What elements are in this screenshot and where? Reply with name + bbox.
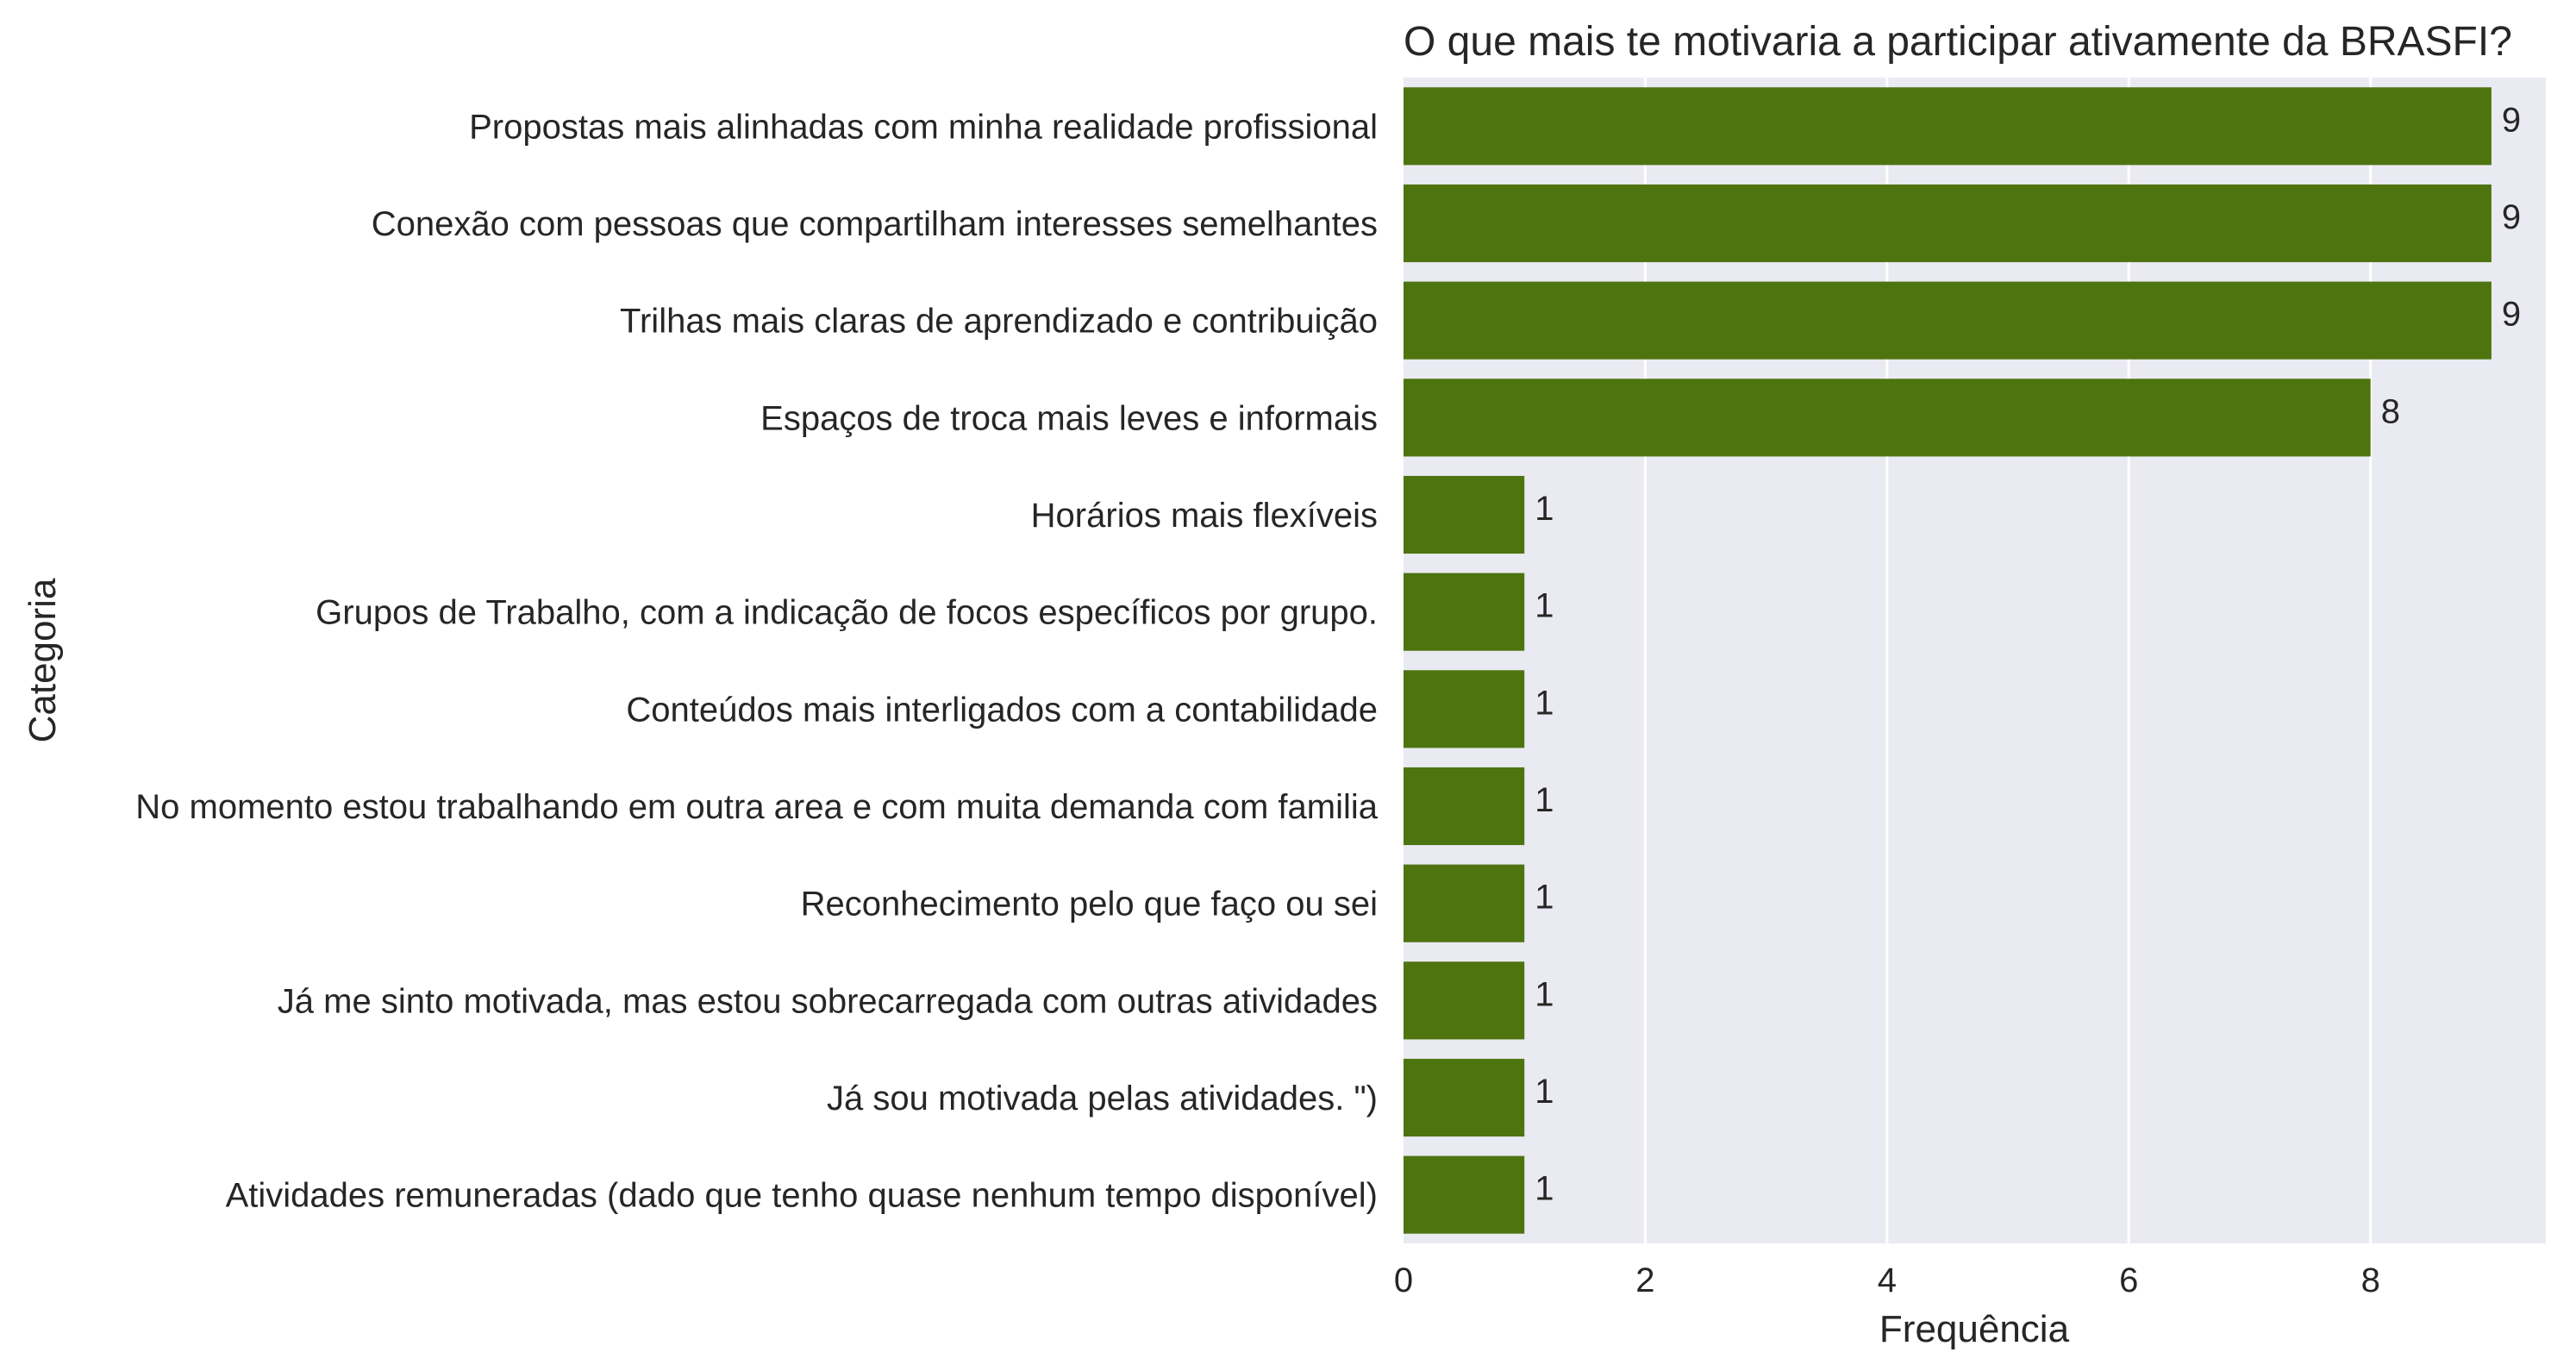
bar [1404,1155,1525,1234]
category-label: Trilhas mais claras de aprendizado e con… [620,303,1378,341]
bar [1404,87,2492,166]
bar [1404,475,1525,554]
value-label: 1 [1535,975,1554,1013]
category-label: Conexão com pessoas que compartilham int… [372,205,1378,243]
x-axis-title: Frequência [1879,1308,2070,1350]
value-label: 9 [2502,296,2521,334]
bar [1404,379,2371,457]
x-tick-label: 6 [2119,1261,2138,1299]
value-label: 1 [1535,587,1554,625]
value-label: 1 [1535,684,1554,722]
bar [1404,767,1525,846]
category-label: Espaços de troca mais leves e informais [760,399,1378,437]
value-label: 1 [1535,781,1554,819]
plot-area [1404,78,2546,1243]
category-label: No momento estou trabalhando em outra ar… [135,788,1378,826]
chart-title: O que mais te motivaria a participar ati… [1404,19,2512,65]
value-label: 9 [2502,198,2521,236]
x-tick-label: 2 [1635,1261,1654,1299]
category-label: Propostas mais alinhadas com minha reali… [469,108,1378,146]
bars [1404,87,2492,1234]
bar [1404,573,1525,651]
value-label: 1 [1535,1170,1554,1208]
bar [1404,961,1525,1040]
x-tick-labels: 0 2 4 6 8 [1394,1261,2380,1299]
x-tick-label: 8 [2361,1261,2380,1299]
category-label: Conteúdos mais interligados com a contab… [626,691,1378,729]
category-label: Reconhecimento pelo que faço ou sei [801,886,1378,923]
category-label: Já sou motivada pelas atividades. ") [827,1080,1378,1117]
bar [1404,864,1525,942]
category-label: Já me sinto motivada, mas estou sobrecar… [278,982,1378,1020]
bar [1404,1058,1525,1137]
category-label: Horários mais flexíveis [1031,497,1378,535]
gridlines [1643,78,2373,1243]
category-labels: Propostas mais alinhadas com minha reali… [135,108,1378,1214]
value-label: 1 [1535,879,1554,917]
x-tick-label: 4 [1878,1261,1897,1299]
category-label: Atividades remuneradas (dado que tenho q… [226,1177,1378,1215]
y-axis-title: Categoria [22,578,64,742]
value-label: 8 [2381,392,2400,430]
value-labels: 9 9 9 8 1 1 1 1 1 1 1 1 [1535,101,2521,1207]
value-label: 9 [2502,101,2521,139]
bar [1404,670,1525,748]
category-label: Grupos de Trabalho, com a indicação de f… [316,594,1378,632]
x-tick-label: 0 [1394,1261,1413,1299]
value-label: 1 [1535,1073,1554,1111]
bar [1404,281,2492,360]
bar [1404,184,2492,263]
value-label: 1 [1535,490,1554,528]
